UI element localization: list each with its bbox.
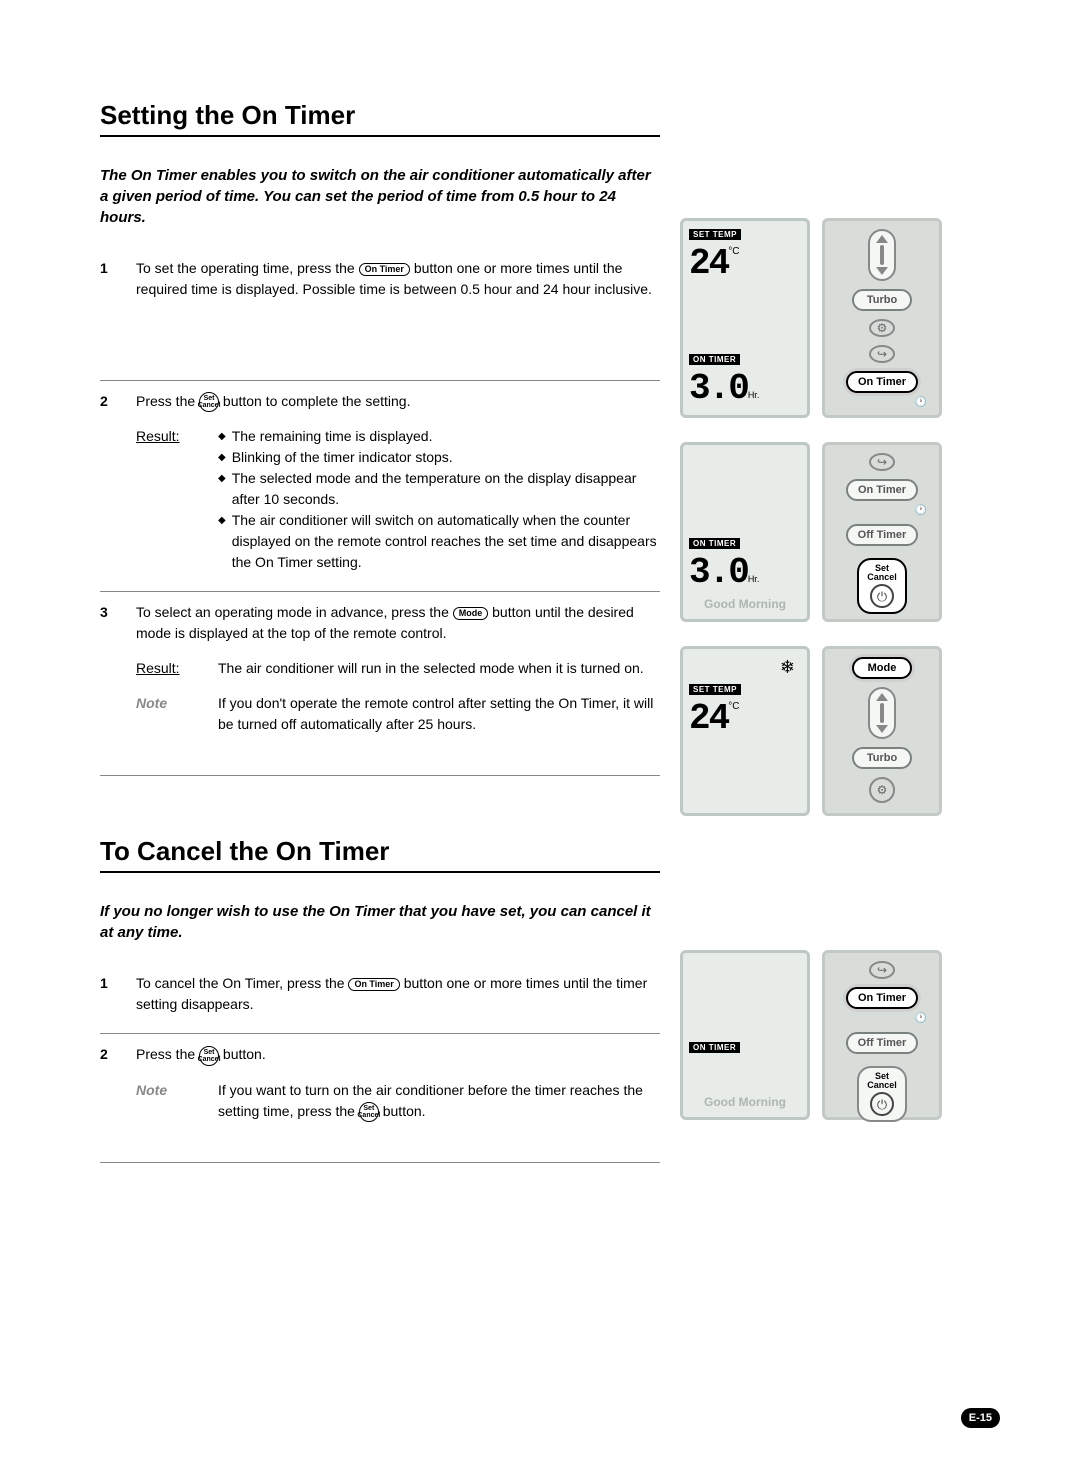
cancel-step-2: 2 Press the Set Cancel button. Note If y…	[100, 1034, 660, 1163]
good-morning-label-4: Good Morning	[689, 1095, 801, 1109]
turbo-button-3[interactable]: Turbo	[852, 747, 912, 769]
remote-diagrams-cancel: ON TIMER Good Morning ↪ On Timer 🕐 Off T…	[680, 950, 990, 1144]
on-timer-button-inline: On Timer	[359, 263, 410, 276]
set-temp-badge-3: SET TEMP	[689, 684, 741, 695]
step-3-text-a: To select an operating mode in advance, …	[136, 604, 453, 620]
set-cancel-button-inline-2: Set Cancel	[199, 1046, 219, 1066]
remote-2: ON TIMER 3.0Hr. Good Morning ↪ On Timer …	[680, 442, 990, 622]
timer-display-2: 3.0Hr.	[689, 555, 801, 591]
off-timer-button[interactable]: Off Timer	[846, 524, 919, 546]
on-timer-button-2[interactable]: On Timer	[846, 479, 918, 501]
note-label-2: Note	[136, 1080, 196, 1122]
off-timer-button-4[interactable]: Off Timer	[846, 1032, 919, 1054]
step-3-body: To select an operating mode in advance, …	[136, 602, 660, 735]
swing-icon-2[interactable]: ↪	[869, 453, 895, 471]
bullet-3: The selected mode and the temperature on…	[218, 468, 660, 510]
fan-icon[interactable]: ⚙	[869, 319, 895, 337]
step-2-bullets: The remaining time is displayed. Blinkin…	[218, 426, 660, 573]
on-timer-button-4[interactable]: On Timer	[846, 987, 918, 1009]
cancel-step-1-body: To cancel the On Timer, press the On Tim…	[136, 973, 660, 1015]
result-label-3: Result:	[136, 658, 196, 679]
step-3-note-text: If you don't operate the remote control …	[218, 693, 660, 735]
power-icon: ⏻	[870, 584, 894, 608]
step-2-text-b: button to complete the setting.	[223, 393, 411, 409]
fan-icon-3[interactable]: ⚙	[869, 777, 895, 803]
result-label: Result:	[136, 426, 196, 573]
set-cancel-button-inline: Set Cancel	[199, 392, 219, 412]
mode-button-inline: Mode	[453, 607, 489, 620]
remote-4-lcd: ON TIMER Good Morning	[680, 950, 810, 1120]
step-2-text-a: Press the	[136, 393, 199, 409]
set-cancel-button-inline-3: Set Cancel	[359, 1102, 379, 1122]
step-3-result: Result: The air conditioner will run in …	[136, 658, 660, 679]
cancel-step-2-body: Press the Set Cancel button. Note If you…	[136, 1044, 660, 1122]
step-3-note: Note If you don't operate the remote con…	[136, 693, 660, 735]
set-cancel-button-4[interactable]: Set Cancel ⏻	[857, 1066, 907, 1122]
cancel-step-1: 1 To cancel the On Timer, press the On T…	[100, 963, 660, 1034]
temp-display-3: 24°C	[689, 701, 801, 737]
remote-4: ON TIMER Good Morning ↪ On Timer 🕐 Off T…	[680, 950, 990, 1120]
temp-up-down-3[interactable]	[868, 687, 896, 739]
remote-1-lcd: SET TEMP 24°C ON TIMER 3.0Hr.	[680, 218, 810, 418]
c1-text-a: To cancel the On Timer, press the	[136, 975, 348, 991]
note-label: Note	[136, 693, 196, 735]
remote-2-lcd: ON TIMER 3.0Hr. Good Morning	[680, 442, 810, 622]
intro-2: If you no longer wish to use the On Time…	[100, 901, 660, 943]
c2-note: Note If you want to turn on the air cond…	[136, 1080, 660, 1122]
step-3-num: 3	[100, 602, 118, 735]
good-morning-label: Good Morning	[689, 597, 801, 611]
bullet-4: The air conditioner will switch on autom…	[218, 510, 660, 573]
remote-2-buttons: ↪ On Timer 🕐 Off Timer Set Cancel ⏻	[822, 442, 942, 622]
remote-3-lcd: ❄ SET TEMP 24°C	[680, 646, 810, 816]
on-timer-button-inline-2: On Timer	[348, 978, 399, 991]
step-1-text-a: To set the operating time, press the	[136, 260, 359, 276]
on-timer-badge-4: ON TIMER	[689, 1042, 740, 1053]
step-2-result: Result: The remaining time is displayed.…	[136, 426, 660, 573]
remote-3: ❄ SET TEMP 24°C Mode Turbo ⚙	[680, 646, 990, 816]
c2-note-content: If you want to turn on the air condition…	[218, 1080, 660, 1122]
cancel-step-1-num: 1	[100, 973, 118, 1015]
on-timer-badge: ON TIMER	[689, 354, 740, 365]
c2-text-a: Press the	[136, 1046, 199, 1062]
bullet-1: The remaining time is displayed.	[218, 426, 660, 447]
step-2: 2 Press the Set Cancel button to complet…	[100, 381, 660, 592]
swing-icon-4[interactable]: ↪	[869, 961, 895, 979]
temp-up-down[interactable]	[868, 229, 896, 281]
set-temp-badge: SET TEMP	[689, 229, 741, 240]
step-2-num: 2	[100, 391, 118, 573]
on-timer-button[interactable]: On Timer	[846, 371, 918, 393]
remote-3-buttons: Mode Turbo ⚙	[822, 646, 942, 816]
set-cancel-button[interactable]: Set Cancel ⏻	[857, 558, 907, 614]
step-1: 1 To set the operating time, press the O…	[100, 248, 660, 381]
bullet-2: Blinking of the timer indicator stops.	[218, 447, 660, 468]
page-number: E-15	[961, 1408, 1000, 1428]
clock-icon: 🕐	[831, 397, 933, 408]
clock-icon-4: 🕐	[831, 1013, 933, 1024]
timer-display: 3.0Hr.	[689, 371, 801, 407]
c2-text-b: button.	[223, 1046, 266, 1062]
intro-1: The On Timer enables you to switch on th…	[100, 165, 660, 228]
cancel-step-2-num: 2	[100, 1044, 118, 1122]
c2-note-b: button.	[383, 1103, 426, 1119]
c2-note-a: If you want to turn on the air condition…	[218, 1082, 643, 1119]
remote-1: SET TEMP 24°C ON TIMER 3.0Hr. Turbo ⚙ ↪ …	[680, 218, 990, 418]
snow-icon: ❄	[689, 657, 801, 678]
remote-4-buttons: ↪ On Timer 🕐 Off Timer Set Cancel ⏻	[822, 950, 942, 1120]
heading-setting-on-timer: Setting the On Timer	[100, 100, 660, 137]
power-icon-4: ⏻	[870, 1092, 894, 1116]
step-3: 3 To select an operating mode in advance…	[100, 592, 660, 776]
clock-icon-2: 🕐	[831, 505, 933, 516]
swing-icon[interactable]: ↪	[869, 345, 895, 363]
step-1-num: 1	[100, 258, 118, 300]
step-1-body: To set the operating time, press the On …	[136, 258, 660, 300]
on-timer-badge-2: ON TIMER	[689, 538, 740, 549]
remote-diagrams: SET TEMP 24°C ON TIMER 3.0Hr. Turbo ⚙ ↪ …	[680, 218, 990, 840]
mode-button[interactable]: Mode	[852, 657, 912, 679]
step-3-result-text: The air conditioner will run in the sele…	[218, 658, 660, 679]
heading-cancel-on-timer: To Cancel the On Timer	[100, 836, 660, 873]
step-2-body: Press the Set Cancel button to complete …	[136, 391, 660, 573]
turbo-button[interactable]: Turbo	[852, 289, 912, 311]
remote-1-buttons: Turbo ⚙ ↪ On Timer 🕐	[822, 218, 942, 418]
temp-display: 24°C	[689, 246, 801, 282]
